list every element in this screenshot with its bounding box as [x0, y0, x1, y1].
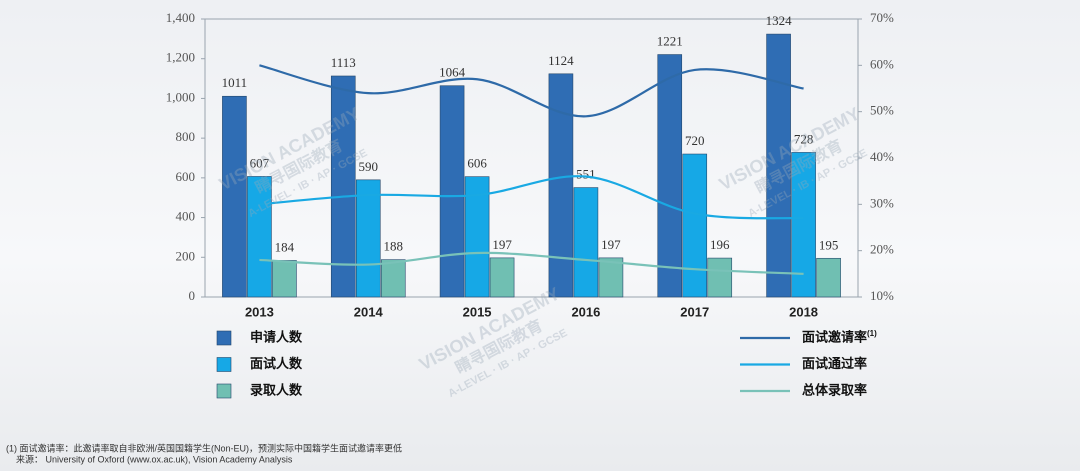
bar: [816, 257, 841, 298]
y2-tick-label: 30%: [870, 195, 894, 210]
legend-label: 面试邀请率(1): [802, 329, 877, 344]
line: [259, 64, 804, 118]
legend-swatch: [216, 357, 232, 372]
legend-label: 面试人数: [250, 356, 303, 371]
y-tick-label: 200: [176, 248, 196, 263]
bar: [247, 176, 272, 298]
legend-swatch: [216, 383, 232, 399]
value-label: 196: [710, 237, 730, 252]
bar: [548, 73, 574, 298]
bar: [464, 176, 490, 298]
bar: [439, 85, 465, 298]
bar: [330, 75, 356, 298]
y-tick-label: 0: [189, 288, 196, 303]
legend-label: 面试通过率: [802, 356, 867, 371]
bar: [222, 95, 247, 298]
value-label: 720: [685, 133, 705, 148]
bar: [657, 54, 683, 298]
bar: [355, 179, 381, 298]
value-label: 188: [384, 239, 404, 254]
value-label: 197: [601, 237, 621, 252]
bar: [598, 257, 624, 298]
value-label: 606: [467, 156, 487, 171]
value-label: 590: [359, 159, 379, 174]
y2-tick-label: 70%: [870, 10, 894, 25]
bar: [766, 33, 791, 298]
y-tick-label: 600: [176, 169, 196, 184]
y2-tick-label: 50%: [870, 103, 894, 118]
footnote: 来源： University of Oxford (www.ox.ac.uk),…: [16, 454, 293, 464]
y-tick-label: 1,400: [166, 10, 195, 25]
legend-label: 录取人数: [250, 382, 303, 397]
x-tick-label: 2016: [571, 304, 600, 319]
value-label: 1124: [548, 53, 574, 68]
line: [259, 175, 804, 220]
value-label: 197: [492, 237, 512, 252]
y2-tick-label: 60%: [870, 56, 894, 71]
value-label: 1113: [331, 55, 356, 70]
bar: [707, 257, 733, 298]
value-label: 1011: [222, 75, 248, 90]
y-tick-label: 1,200: [166, 50, 195, 65]
y-tick-label: 800: [176, 129, 196, 144]
x-tick-label: 2014: [354, 304, 384, 319]
y-tick-label: 1,000: [166, 89, 195, 104]
bar: [682, 153, 708, 298]
value-label: 551: [576, 167, 596, 182]
legend-footnote-marker: (1): [867, 329, 877, 338]
legend-label: 总体录取率: [802, 382, 867, 397]
value-label: 1064: [439, 65, 466, 80]
footnote: (1) 面试邀请率：此邀请率取自非欧洲/英国国籍学生(Non-EU)，预测实际中…: [6, 442, 402, 453]
y-tick-label: 400: [176, 209, 196, 224]
x-tick-label: 2017: [680, 304, 709, 319]
x-tick-label: 2013: [245, 304, 274, 319]
bar: [573, 187, 599, 298]
legend-swatch: [216, 330, 232, 346]
value-label: 1221: [657, 34, 683, 49]
bar: [272, 260, 297, 298]
value-label: 195: [819, 237, 839, 252]
line: [259, 251, 804, 275]
value-label: 184: [275, 239, 295, 254]
value-label: 1324: [766, 13, 793, 28]
value-label: 607: [250, 155, 270, 170]
x-tick-label: 2015: [463, 304, 492, 319]
legend-label: 申请人数: [250, 329, 303, 344]
bar: [489, 257, 515, 298]
value-label: 728: [794, 131, 814, 146]
y2-tick-label: 10%: [870, 288, 894, 303]
y2-tick-label: 40%: [870, 149, 894, 164]
bar: [380, 259, 406, 298]
y2-tick-label: 20%: [870, 242, 894, 257]
x-tick-label: 2018: [789, 304, 818, 319]
